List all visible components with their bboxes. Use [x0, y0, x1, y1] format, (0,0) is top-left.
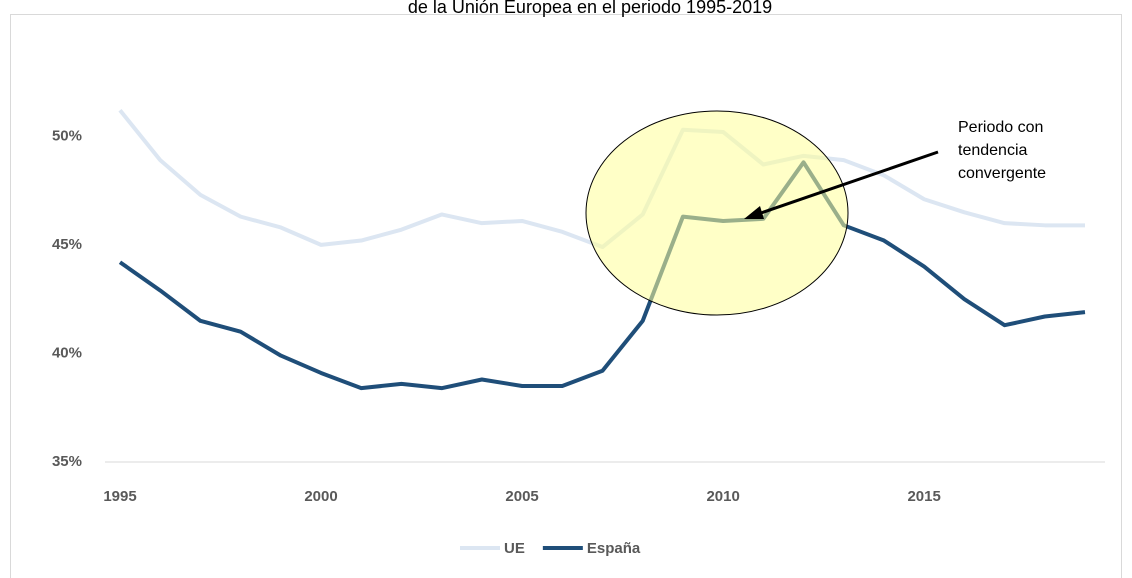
annotation: tendencia — [958, 142, 1027, 159]
annotation: Periodo con — [958, 119, 1043, 136]
legend-label: España — [587, 540, 641, 557]
chart-frame — [10, 14, 1122, 578]
x-tick-label: 2000 — [304, 488, 337, 505]
annotation: convergente — [958, 165, 1046, 182]
x-tick-label: 1995 — [103, 488, 136, 505]
x-tick-label: 2015 — [907, 488, 940, 505]
x-tick-label: 2005 — [505, 488, 538, 505]
x-tick-label: 2010 — [706, 488, 739, 505]
highlight-ellipse — [585, 110, 849, 316]
y-tick-label: 40% — [52, 344, 82, 361]
arrow-head — [744, 206, 764, 219]
y-tick-label: 50% — [52, 127, 82, 144]
annotation-arrow — [757, 150, 939, 216]
y-tick-label: 45% — [52, 236, 82, 253]
legend-label: UE — [504, 540, 525, 557]
y-tick-label: 35% — [52, 453, 82, 470]
chart-title: de la Unión Europea en el periodo 1995-2… — [408, 0, 772, 17]
line-series — [118, 160, 1086, 391]
